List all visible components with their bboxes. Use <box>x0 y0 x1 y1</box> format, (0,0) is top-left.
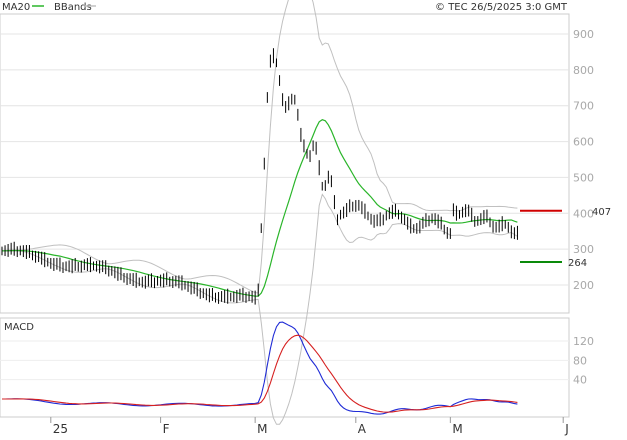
bollinger-bands <box>1 0 518 425</box>
legend-label: MA20 <box>2 2 30 13</box>
macd-tick-label: 80 <box>573 354 587 367</box>
price-tick-label: 600 <box>573 136 594 149</box>
resistance-level-label: 407 <box>592 207 611 218</box>
macd-line <box>2 321 518 415</box>
x-tick-label: M <box>257 422 267 436</box>
ma20-line <box>1 119 518 297</box>
price-tick-label: 400 <box>573 207 594 220</box>
price-tick-label: 700 <box>573 100 594 113</box>
macd-tick-label: 40 <box>573 374 587 387</box>
annotations: MA20 BBands © TEC 26/5/2025 3:0 GMT MACD 407… <box>2 2 611 333</box>
x-tick-label: M <box>452 422 462 436</box>
price-tick-label: 500 <box>573 171 594 184</box>
price-tick-label: 900 <box>573 28 594 41</box>
x-tick-label: A <box>358 422 367 436</box>
price-panel-frame <box>0 13 570 314</box>
legend-label: BBands <box>54 2 92 13</box>
bband-upper <box>1 0 518 294</box>
macd-panel-frame <box>0 317 570 418</box>
macd-panel <box>2 321 518 415</box>
x-tick-label: J <box>564 422 569 436</box>
ma20-path <box>1 119 518 297</box>
grid <box>0 13 570 418</box>
macd-signal-line <box>2 334 518 413</box>
x-tick-label: 25 <box>53 422 68 436</box>
x-tick-label: F <box>163 422 170 436</box>
price-tick-label: 300 <box>573 243 594 256</box>
price-tick-label: 200 <box>573 279 594 292</box>
bband-lower <box>1 193 518 425</box>
support-level-label: 264 <box>568 258 587 269</box>
price-tick-label: 800 <box>573 64 594 77</box>
axes: 200 300 400 500 600 700 800 900 40 80 120 25 F M A M J <box>50 28 594 436</box>
macd-title: MACD <box>4 322 34 333</box>
copyright: © TEC 26/5/2025 3:0 GMT <box>435 2 568 13</box>
price-bars <box>1 48 518 305</box>
macd-tick-label: 120 <box>573 335 594 348</box>
